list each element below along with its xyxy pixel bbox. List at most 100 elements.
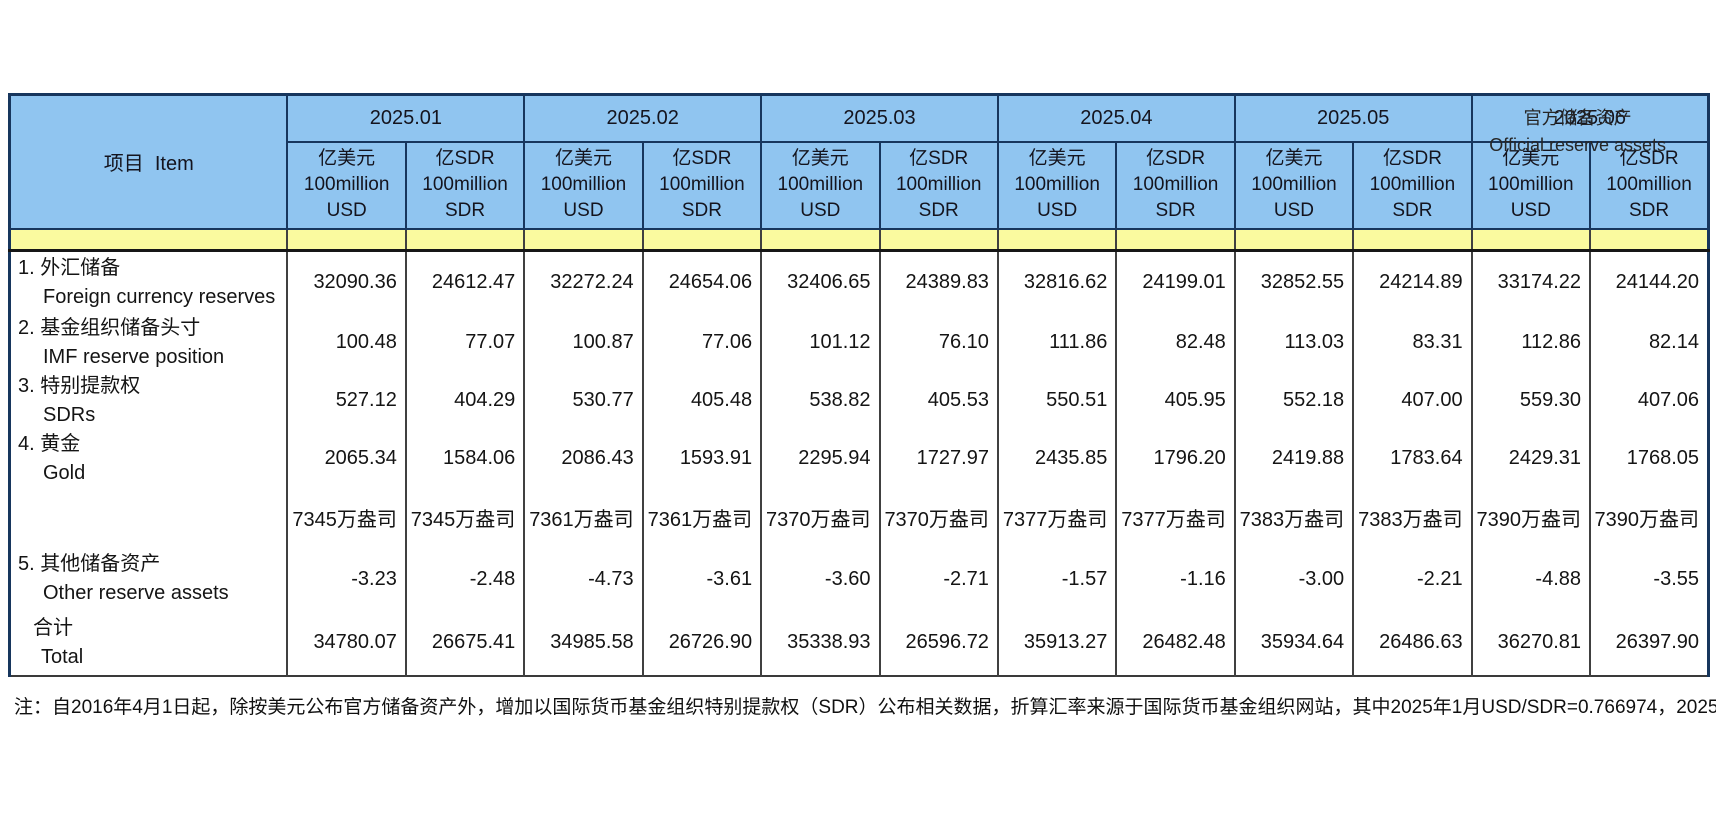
value-cell: 1727.97 — [878, 429, 999, 488]
unit-header-sdr: 亿SDR 100million SDR — [1352, 140, 1473, 230]
value-cell: 527.12 — [286, 371, 407, 430]
value-cell: 32852.55 — [1233, 250, 1355, 314]
unit-header-row: 亿美元 100million USD 亿SDR 100million SDR 亿美元 100m… — [10, 140, 1710, 230]
value-cell: -2.71 — [878, 547, 999, 611]
unit-header-line: 100million — [659, 174, 745, 195]
row-label: 合计 Total — [8, 610, 289, 676]
value-cell: 7383万盎司 — [1352, 487, 1473, 548]
month-header: 2025.04 — [996, 93, 1236, 143]
value-cell: 24144.20 — [1589, 250, 1710, 314]
spacer-cell — [641, 228, 763, 252]
page-title-en: Official reserve assets — [1489, 135, 1666, 155]
unit-header-usd: 亿美元 100million USD — [286, 140, 407, 230]
value-cell: 112.86 — [1470, 313, 1592, 372]
value-cell: -3.61 — [641, 547, 763, 611]
unit-header-line: 100million — [1369, 174, 1456, 195]
row-label: 3. 特别提款权 SDRs — [8, 371, 289, 430]
value-cell: 32090.36 — [286, 250, 407, 314]
unit-header-line: SDR — [1155, 200, 1196, 221]
value-cell: 26482.48 — [1115, 610, 1236, 676]
value-cell: 35934.64 — [1233, 610, 1355, 676]
table-header: 项目 Item 2025.01 2025.02 2025.03 2025.04 2025.… — [8, 93, 1710, 252]
unit-header-line: 亿SDR — [1619, 148, 1679, 169]
item-header: 项目 Item — [8, 93, 289, 230]
value-cell: 26675.41 — [404, 610, 526, 676]
value-cell: 405.95 — [1115, 371, 1236, 430]
spacer-cell — [523, 228, 644, 252]
value-cell: 530.77 — [523, 371, 644, 430]
row-label-en: SDRs — [43, 403, 96, 426]
row-label: 4. 黄金 Gold — [8, 429, 289, 488]
row-label-zh: 4. 黄金 — [18, 432, 81, 455]
spacer-cell — [8, 228, 289, 252]
row-label-en: Total — [41, 645, 84, 668]
value-cell: 550.51 — [996, 371, 1118, 430]
value-cell: 83.31 — [1352, 313, 1473, 372]
value-cell: 7390万盎司 — [1589, 487, 1710, 548]
unit-header-usd: 亿美元 100million USD — [996, 140, 1118, 230]
value-cell: 404.29 — [404, 371, 526, 430]
table-row: 2. 基金组织储备头寸 IMF reserve position 100.48 77.… — [8, 313, 1710, 372]
value-cell: -3.60 — [760, 547, 881, 611]
spacer-cell — [996, 228, 1118, 252]
unit-header-line: USD — [1037, 200, 1078, 221]
value-cell: 1796.20 — [1115, 429, 1236, 488]
table-row: 3. 特别提款权 SDRs 527.12 404.29 530.77 405.48 538.… — [8, 371, 1710, 430]
value-cell: 100.87 — [523, 313, 644, 372]
value-cell: -2.21 — [1352, 547, 1473, 611]
row-label: 5. 其他储备资产 Other reserve assets — [8, 547, 289, 611]
value-cell: 26486.63 — [1352, 610, 1473, 676]
value-cell: 113.03 — [1233, 313, 1355, 372]
value-cell: 26726.90 — [641, 610, 763, 676]
value-cell: 2429.31 — [1470, 429, 1592, 488]
row-label: 2. 基金组织储备头寸 IMF reserve position — [8, 313, 289, 372]
table-row: 4. 黄金 Gold 2065.34 1584.06 2086.43 1593.91 229… — [8, 429, 1710, 488]
unit-header-sdr: 亿SDR 100million SDR — [641, 140, 763, 230]
table-row: 5. 其他储备资产 Other reserve assets -3.23 -2.48-… — [8, 547, 1710, 611]
unit-header-line: 亿美元 — [791, 148, 849, 169]
value-cell: 32406.65 — [760, 250, 881, 314]
row-label-zh: 3. 特别提款权 — [18, 374, 141, 397]
unit-header-line: USD — [326, 200, 367, 221]
value-cell: -1.16 — [1115, 547, 1236, 611]
month-header-row: 项目 Item 2025.01 2025.02 2025.03 2025.04 2025.… — [8, 93, 1710, 230]
unit-header-usd: 亿美元 100million USD — [1470, 140, 1592, 230]
value-cell: 407.00 — [1352, 371, 1473, 430]
value-cell: 7370万盎司 — [878, 487, 999, 548]
value-cell: 33174.22 — [1470, 250, 1592, 314]
spacer-cell — [286, 228, 407, 252]
spacer-cell — [1589, 228, 1710, 252]
unit-header-line: 100million — [1251, 174, 1337, 195]
value-cell: 7361万盎司 — [523, 487, 644, 548]
unit-header-line: 亿SDR — [909, 148, 969, 169]
value-cell: -3.55 — [1589, 547, 1710, 611]
unit-header-line: SDR — [918, 200, 959, 221]
row-label-en: Foreign currency reserves — [43, 285, 276, 308]
unit-header-line: SDR — [1628, 200, 1670, 221]
page-title-zh: 官方储备资产 — [1523, 108, 1632, 128]
spacer-cell — [1470, 228, 1592, 252]
spacer-cell — [404, 228, 526, 252]
value-cell: 552.18 — [1233, 371, 1355, 430]
spacer-cell — [878, 228, 999, 252]
unit-header-usd: 亿美元 100million USD — [760, 140, 881, 230]
unit-header-sdr: 亿SDR 100million SDR — [1589, 140, 1710, 230]
value-cell: 82.14 — [1589, 313, 1710, 372]
footnote: 注：自2016年4月1日起，除按美元公布官方储备资产外，增加以国际货币基金组织特… — [14, 696, 1716, 718]
value-cell: 2435.85 — [996, 429, 1118, 488]
unit-header-line: 100million — [1606, 174, 1692, 195]
unit-header-line: 亿美元 — [318, 148, 376, 169]
unit-header-line: USD — [563, 200, 604, 221]
spacer-cell — [1115, 228, 1236, 252]
page-title: 官方储备资产 Official reserve assets — [1489, 105, 1666, 159]
table-row: 7345万盎司 7345万盎司 7361万盎司 7361万盎司 7370万盎司 7370万… — [8, 487, 1710, 548]
value-cell: 7383万盎司 — [1233, 487, 1355, 548]
unit-header-line: 100million — [1132, 174, 1219, 195]
value-cell: 77.06 — [641, 313, 763, 372]
value-cell: 24654.06 — [641, 250, 763, 314]
unit-header-line: USD — [1273, 200, 1315, 221]
value-cell: 538.82 — [760, 371, 881, 430]
value-cell: 111.86 — [996, 313, 1118, 372]
value-cell: 7361万盎司 — [641, 487, 763, 548]
unit-header-line: 亿SDR — [435, 148, 495, 169]
